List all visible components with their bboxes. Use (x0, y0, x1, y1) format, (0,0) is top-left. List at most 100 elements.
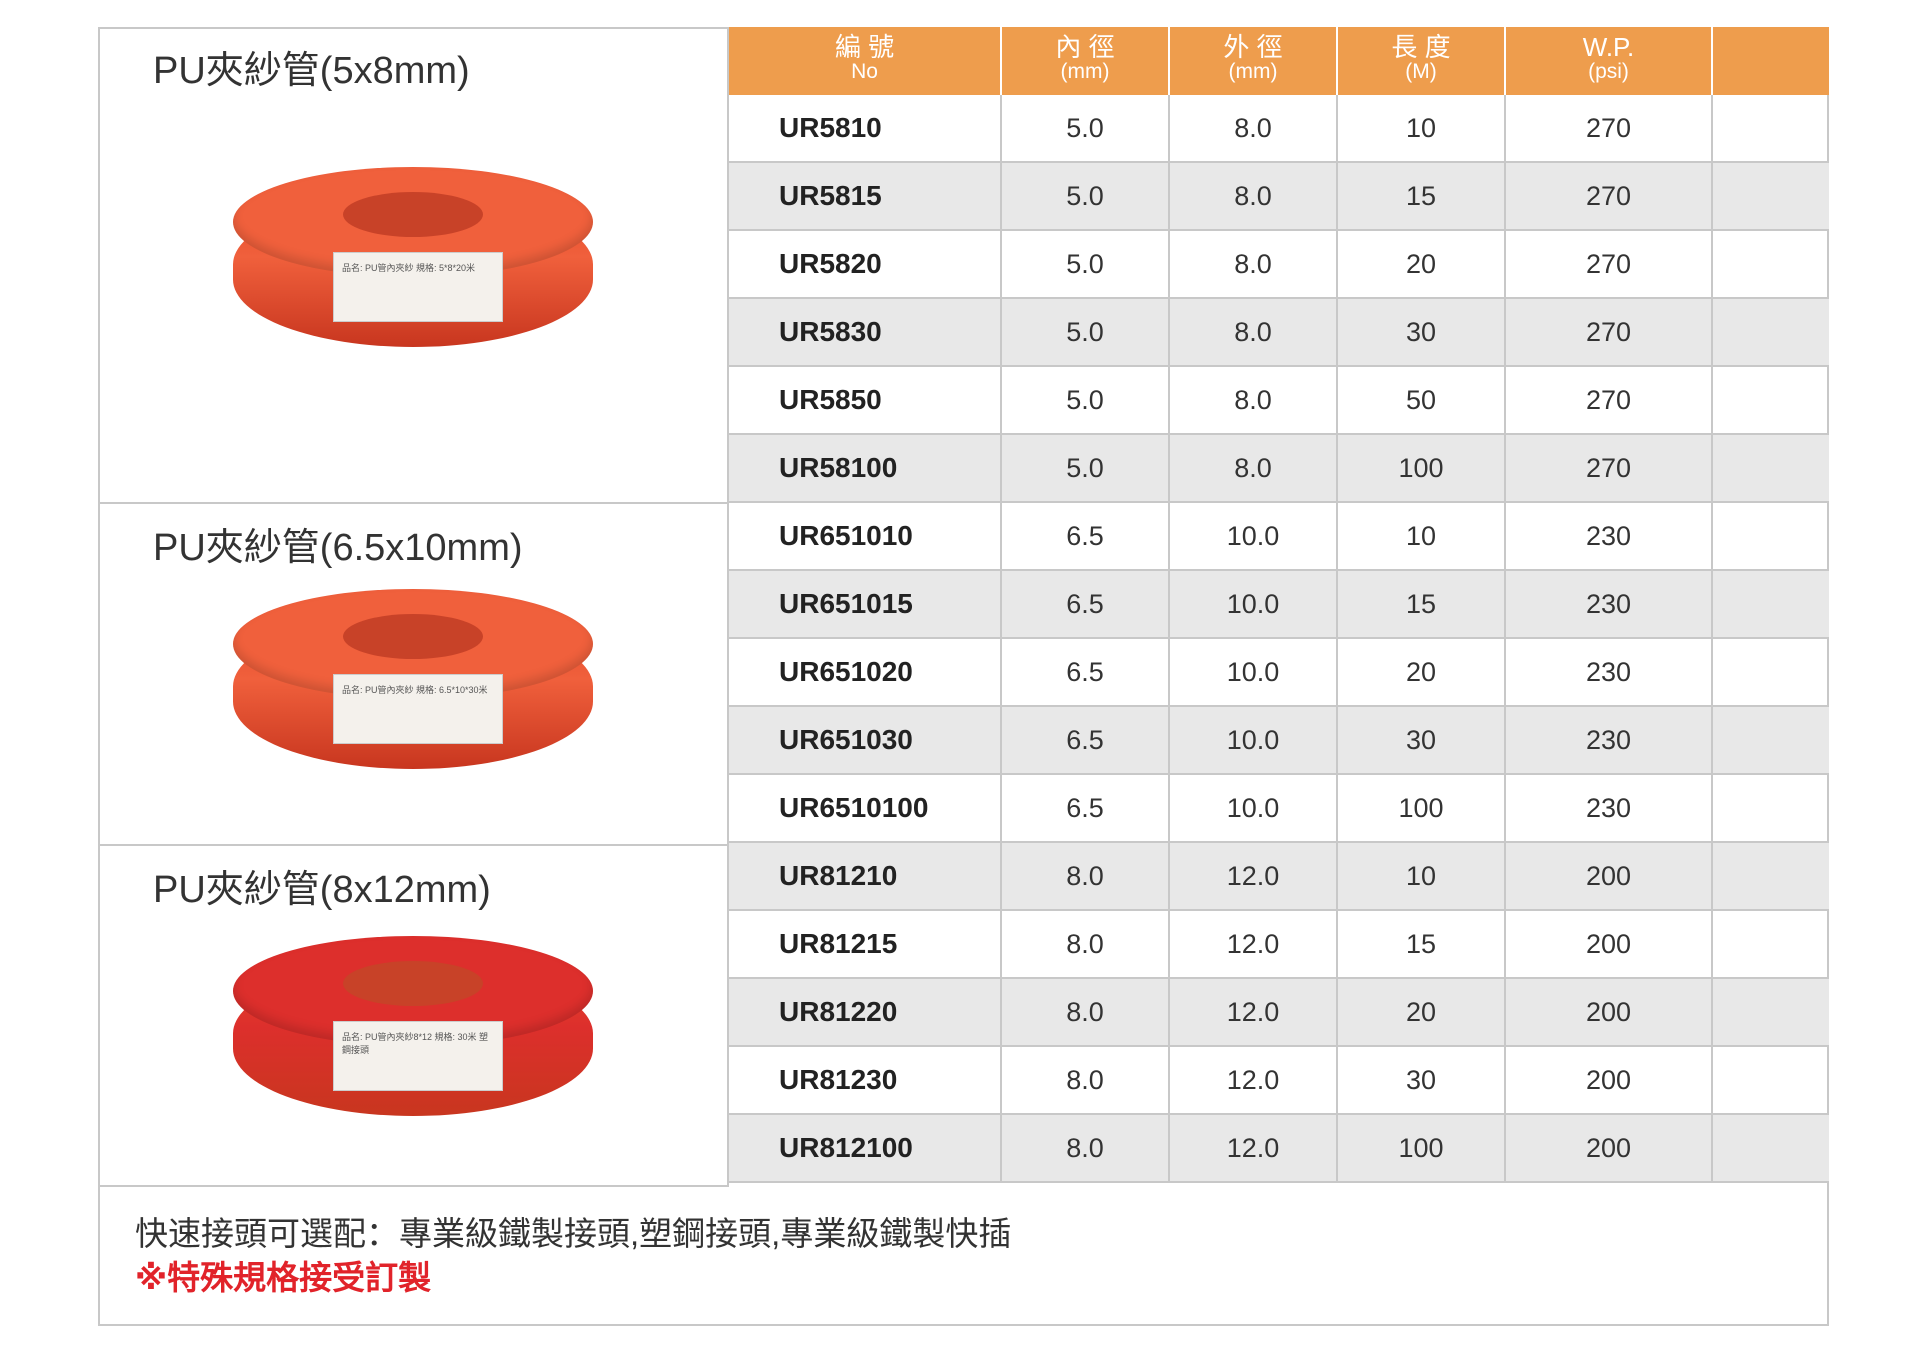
outer-diameter: 8.0 (1170, 299, 1338, 365)
inner-diameter: 5.0 (1002, 367, 1170, 433)
working-pressure: 200 (1506, 1047, 1713, 1113)
working-pressure: 200 (1506, 911, 1713, 977)
table-row: UR81220 8.0 12.0 20 200 (729, 979, 1829, 1047)
model-no: UR58100 (729, 435, 1002, 501)
product-group: PU夾紗管(6.5x10mm) 品名: PU管內夾紗 規格: 6.5*10*30… (98, 504, 729, 846)
model-no: UR81215 (729, 911, 1002, 977)
working-pressure: 270 (1506, 231, 1713, 297)
model-no: UR81230 (729, 1047, 1002, 1113)
custom-order-note: ※特殊規格接受訂製 (135, 1259, 432, 1296)
outer-diameter: 12.0 (1170, 1115, 1338, 1181)
model-no: UR812100 (729, 1115, 1002, 1181)
model-no: UR81210 (729, 843, 1002, 909)
length: 20 (1338, 639, 1506, 705)
table-row: UR81210 8.0 12.0 10 200 (729, 843, 1829, 911)
inner-diameter: 6.5 (1002, 639, 1170, 705)
length: 50 (1338, 367, 1506, 433)
length: 30 (1338, 299, 1506, 365)
accessory-note: 快速接頭可選配：專業級鐵製接頭,塑鋼接頭,專業級鐵製快插 (135, 1215, 1012, 1252)
header-cell: 內 徑 (mm) (1002, 27, 1170, 95)
model-no: UR5815 (729, 163, 1002, 229)
outer-diameter: 10.0 (1170, 775, 1338, 841)
length: 15 (1338, 571, 1506, 637)
product-label-image: 品名: PU管內夾紗8*12 規格: 30米 塑鋼接頭 (333, 1021, 503, 1091)
inner-diameter: 8.0 (1002, 1047, 1170, 1113)
inner-diameter: 6.5 (1002, 571, 1170, 637)
inner-diameter: 8.0 (1002, 1115, 1170, 1181)
outer-diameter: 12.0 (1170, 979, 1338, 1045)
outer-diameter: 10.0 (1170, 707, 1338, 773)
outer-diameter: 10.0 (1170, 571, 1338, 637)
inner-diameter: 5.0 (1002, 435, 1170, 501)
product-title: PU夾紗管(5x8mm) (153, 50, 470, 92)
outer-diameter: 12.0 (1170, 843, 1338, 909)
length: 15 (1338, 163, 1506, 229)
header-cell: 編 號 No (729, 27, 1002, 95)
model-no: UR651030 (729, 707, 1002, 773)
length: 15 (1338, 911, 1506, 977)
length: 10 (1338, 843, 1506, 909)
working-pressure: 270 (1506, 163, 1713, 229)
model-no: UR651020 (729, 639, 1002, 705)
outer-diameter: 10.0 (1170, 503, 1338, 569)
header-cell: 長 度 (M) (1338, 27, 1506, 95)
table-row: UR651020 6.5 10.0 20 230 (729, 639, 1829, 707)
table-row: UR58100 5.0 8.0 100 270 (729, 435, 1829, 503)
footer-notes: 快速接頭可選配：專業級鐵製接頭,塑鋼接頭,專業級鐵製快插 ※特殊規格接受訂製 (135, 1212, 1011, 1300)
inner-diameter: 6.5 (1002, 503, 1170, 569)
header-cell: 外 徑 (mm) (1170, 27, 1338, 95)
working-pressure: 270 (1506, 367, 1713, 433)
hose-coil-image: 品名: PU管內夾紗 規格: 6.5*10*30米 (233, 589, 593, 779)
model-no: UR6510100 (729, 775, 1002, 841)
length: 30 (1338, 1047, 1506, 1113)
length: 20 (1338, 979, 1506, 1045)
length: 10 (1338, 95, 1506, 161)
table-row: UR5820 5.0 8.0 20 270 (729, 231, 1829, 299)
working-pressure: 230 (1506, 571, 1713, 637)
working-pressure: 230 (1506, 707, 1713, 773)
inner-diameter: 5.0 (1002, 95, 1170, 161)
length: 30 (1338, 707, 1506, 773)
outer-diameter: 8.0 (1170, 367, 1338, 433)
product-title: PU夾紗管(6.5x10mm) (153, 527, 523, 569)
hose-coil-image: 品名: PU管內夾紗 規格: 5*8*20米 (233, 167, 593, 357)
table-row: UR5815 5.0 8.0 15 270 (729, 163, 1829, 231)
outer-diameter: 8.0 (1170, 231, 1338, 297)
outer-diameter: 12.0 (1170, 911, 1338, 977)
table-row: UR5830 5.0 8.0 30 270 (729, 299, 1829, 367)
outer-diameter: 12.0 (1170, 1047, 1338, 1113)
model-no: UR5810 (729, 95, 1002, 161)
length: 10 (1338, 503, 1506, 569)
table-row: UR651015 6.5 10.0 15 230 (729, 571, 1829, 639)
product-group: PU夾紗管(8x12mm) 品名: PU管內夾紗8*12 規格: 30米 塑鋼接… (98, 846, 729, 1187)
model-no: UR5820 (729, 231, 1002, 297)
table-header: 編 號 No 內 徑 (mm) 外 徑 (mm) 長 度 (M) W.P. (psi) (729, 27, 1829, 95)
inner-diameter: 5.0 (1002, 231, 1170, 297)
inner-diameter: 5.0 (1002, 299, 1170, 365)
table-row: UR5850 5.0 8.0 50 270 (729, 367, 1829, 435)
outer-diameter: 8.0 (1170, 435, 1338, 501)
hose-coil-image: 品名: PU管內夾紗8*12 規格: 30米 塑鋼接頭 (233, 936, 593, 1126)
length: 100 (1338, 775, 1506, 841)
length: 100 (1338, 1115, 1506, 1181)
table-row: UR651010 6.5 10.0 10 230 (729, 503, 1829, 571)
working-pressure: 200 (1506, 1115, 1713, 1181)
working-pressure: 200 (1506, 979, 1713, 1045)
inner-diameter: 8.0 (1002, 979, 1170, 1045)
outer-diameter: 10.0 (1170, 639, 1338, 705)
length: 100 (1338, 435, 1506, 501)
table-row: UR812100 8.0 12.0 100 200 (729, 1115, 1829, 1183)
outer-diameter: 8.0 (1170, 163, 1338, 229)
working-pressure: 270 (1506, 95, 1713, 161)
table-row: UR81215 8.0 12.0 15 200 (729, 911, 1829, 979)
working-pressure: 230 (1506, 639, 1713, 705)
inner-diameter: 8.0 (1002, 843, 1170, 909)
table-row: UR5810 5.0 8.0 10 270 (729, 95, 1829, 163)
inner-diameter: 5.0 (1002, 163, 1170, 229)
product-label-image: 品名: PU管內夾紗 規格: 5*8*20米 (333, 252, 503, 322)
length: 20 (1338, 231, 1506, 297)
working-pressure: 230 (1506, 503, 1713, 569)
product-label-image: 品名: PU管內夾紗 規格: 6.5*10*30米 (333, 674, 503, 744)
model-no: UR81220 (729, 979, 1002, 1045)
outer-diameter: 8.0 (1170, 95, 1338, 161)
